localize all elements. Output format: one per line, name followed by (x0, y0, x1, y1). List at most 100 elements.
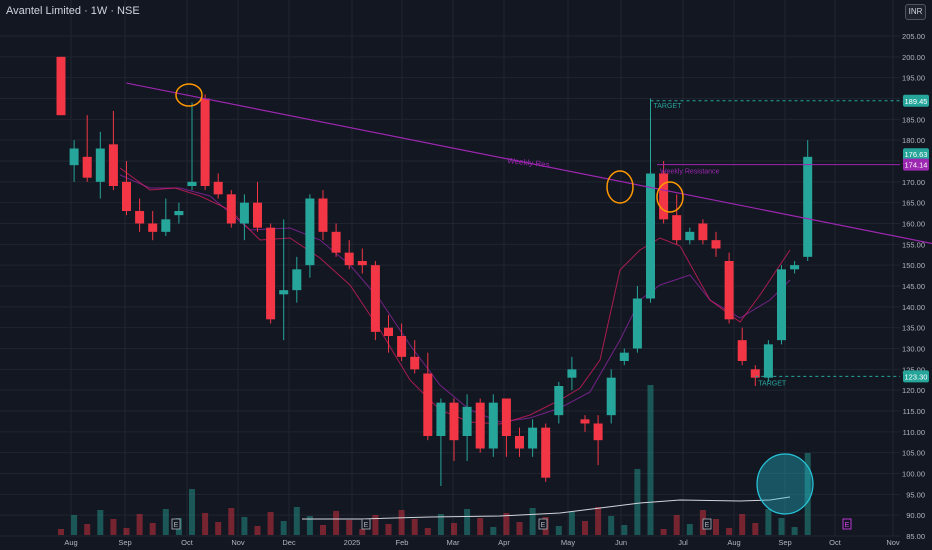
candle-body (698, 223, 708, 241)
candle (750, 365, 760, 386)
price-label-box (903, 94, 929, 107)
y-tick-label: 160.00 (902, 220, 925, 229)
candle-body (292, 269, 302, 291)
earnings-marker (538, 518, 548, 530)
dividend-marker-label: E (845, 522, 850, 529)
x-tick-label: Sep (778, 538, 791, 547)
candle-body (384, 327, 393, 336)
candle-body (528, 427, 538, 449)
volume-bar (516, 522, 523, 535)
candle-body (213, 181, 223, 195)
volume-bar (241, 517, 248, 535)
earnings-marker (361, 518, 371, 530)
candle (632, 286, 642, 353)
candle (567, 356, 577, 391)
y-tick-label: 200.00 (902, 53, 925, 62)
candle-body (357, 261, 367, 266)
candle (449, 398, 459, 461)
candle (148, 211, 158, 241)
moving-average-fast (119, 167, 791, 425)
candle-body (685, 231, 695, 241)
candle-body (488, 402, 498, 449)
candle (488, 394, 498, 457)
volume-bar (97, 510, 104, 535)
x-tick-label: Nov (231, 538, 245, 547)
candle (580, 415, 590, 432)
volume-bar (189, 489, 195, 535)
x-tick-label: Aug (727, 538, 740, 547)
y-tick-label: 85.00 (906, 532, 925, 541)
candle-body (370, 265, 380, 332)
candle (515, 427, 524, 457)
trendline-label: Weekly Res (507, 156, 550, 169)
candle (554, 381, 564, 424)
x-tick-label: Aug (64, 538, 77, 547)
candle (226, 190, 236, 228)
candle-body (410, 356, 420, 370)
volume-bar (228, 508, 235, 535)
earnings-marker (702, 518, 712, 530)
candle (475, 398, 485, 453)
price-label-box (903, 148, 929, 161)
x-tick-label: Apr (498, 538, 510, 547)
volume-bar (464, 509, 471, 535)
price-label: 189.45 (905, 97, 928, 106)
candle (659, 161, 669, 224)
y-tick-label: 170.00 (902, 178, 925, 187)
volume-bar (595, 507, 602, 535)
volume-bar (58, 529, 64, 535)
currency-button[interactable]: INR (905, 4, 926, 20)
y-tick-label: 115.00 (903, 407, 925, 416)
candle (619, 348, 629, 366)
volume-bar (529, 508, 536, 535)
volume-bar (71, 515, 78, 535)
resistance-label: Weekly Resistance (660, 169, 720, 176)
candle (135, 198, 145, 232)
candle (279, 219, 289, 341)
y-tick-label: 100.00 (902, 470, 925, 479)
volume-bar (634, 469, 641, 535)
candle-body (226, 194, 236, 224)
candle-body (174, 211, 184, 216)
y-tick-label: 155.00 (902, 240, 925, 249)
volume-bar (333, 511, 340, 535)
volume-bar (424, 528, 431, 535)
volume-bar (110, 519, 117, 535)
candle-body (803, 156, 813, 257)
x-tick-label: Mar (447, 538, 460, 547)
volume-bar (621, 525, 628, 535)
y-tick-label: 165.00 (902, 199, 925, 208)
target-label: TARGET (758, 380, 787, 387)
volume-bar (673, 515, 680, 535)
volume-bar (778, 518, 785, 535)
y-tick-label: 90.00 (906, 511, 925, 520)
candle (69, 140, 79, 182)
candle-body (161, 219, 171, 232)
x-tick-label: Jun (615, 538, 627, 547)
y-tick-label: 130.00 (902, 345, 925, 354)
earnings-marker (171, 518, 181, 530)
candle-body (737, 340, 747, 361)
y-tick-label: 105.00 (902, 449, 925, 458)
candle (737, 327, 747, 366)
candle-body (95, 148, 105, 182)
candle-body (449, 402, 459, 441)
volume-bar (490, 527, 497, 535)
candle (318, 190, 328, 241)
y-tick-label: 125.00 (902, 365, 925, 374)
volume-bar (320, 525, 326, 535)
candle-body (580, 419, 590, 424)
price-label: 174.14 (905, 161, 928, 170)
candle-body (82, 156, 92, 178)
price-label: 123.30 (905, 372, 928, 381)
volume-bar (437, 514, 444, 535)
volume-bar (215, 522, 222, 535)
volume-bar (372, 515, 379, 535)
highlight-circle (606, 170, 634, 204)
candle (187, 102, 197, 191)
volume-bar (555, 526, 562, 535)
candle-body (122, 181, 131, 211)
x-axis: Aug Sep Oct Nov Dec 2025 Feb Mar Apr May Jun Jul Aug… (64, 538, 900, 547)
